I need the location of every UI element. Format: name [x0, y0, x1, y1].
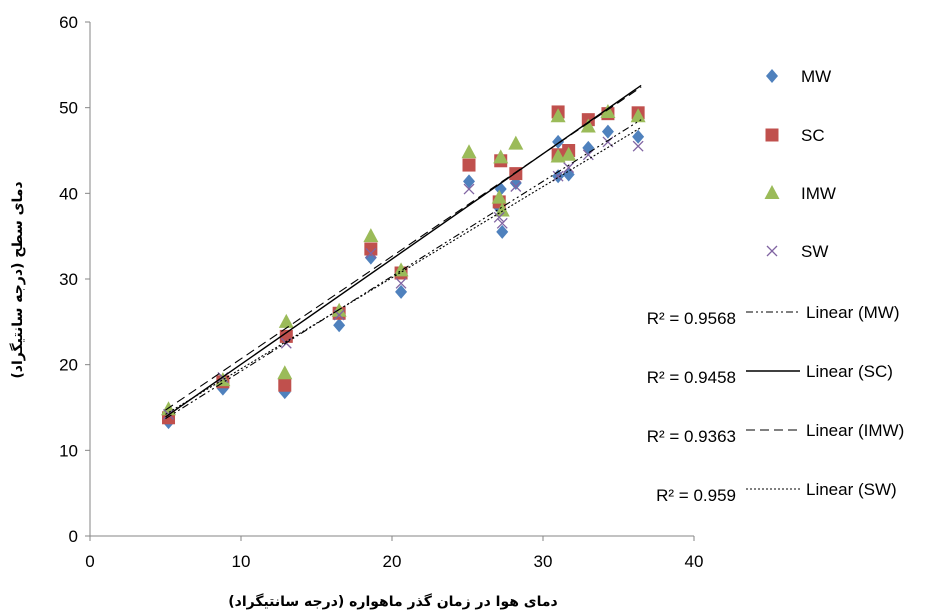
point-mw [601, 124, 614, 139]
r2-label-linear-mw: R² = 0.9568 [647, 309, 736, 328]
point-sw [493, 211, 505, 223]
y-tick-label: 20 [59, 356, 78, 375]
legend-label-imw: IMW [801, 184, 836, 203]
point-imw [561, 146, 577, 161]
point-imw [278, 313, 294, 328]
point-mw [582, 140, 595, 155]
x-tick-label: 20 [383, 552, 402, 571]
y-axis-title: دمای سطح (درجه سانتیگراد) [9, 181, 26, 378]
x-tick-label: 30 [534, 552, 553, 571]
x-tick-label: 0 [85, 552, 94, 571]
y-tick-label: 40 [59, 184, 78, 203]
point-sw [496, 217, 508, 229]
point-imw [508, 135, 524, 150]
point-sw [395, 277, 407, 289]
point-sw [463, 183, 475, 195]
legend-marker-mw [766, 69, 778, 83]
trendline-linear-imw [165, 86, 642, 411]
y-tick-label: 0 [69, 527, 78, 546]
point-imw [600, 103, 616, 118]
point-mw [632, 129, 645, 144]
y-tick-label: 30 [59, 270, 78, 289]
legend-marker-sw [766, 245, 778, 257]
point-imw [393, 262, 409, 277]
legend-label-linear-sc: Linear (SC) [806, 362, 893, 381]
legend-label-linear-sw: Linear (SW) [806, 480, 897, 499]
point-mw [562, 167, 575, 182]
point-sw [582, 149, 594, 161]
point-sw [552, 170, 564, 182]
point-sc [278, 378, 292, 392]
trendline-linear-sc [165, 84, 642, 418]
legend-label-linear-imw: Linear (IMW) [806, 421, 904, 440]
point-mw [333, 318, 346, 333]
y-tick-label: 60 [59, 13, 78, 32]
point-mw [364, 250, 377, 265]
y-tick-label: 10 [59, 441, 78, 460]
legend-marker-imw [764, 185, 780, 199]
point-imw [493, 149, 509, 164]
y-tick-label: 50 [59, 99, 78, 118]
x-axis-title: دمای هوا در زمان گذر ماهواره (درجه سانتی… [228, 593, 558, 610]
point-mw [395, 284, 408, 299]
data-points [161, 103, 646, 430]
point-mw [496, 224, 509, 239]
r2-label-linear-sw: R² = 0.959 [656, 486, 736, 505]
point-sw [510, 181, 522, 192]
legend-label-sw: SW [801, 242, 828, 261]
x-tick-label: 40 [685, 552, 704, 571]
trendline-linear-mw [165, 119, 642, 420]
legend-label-mw: MW [801, 67, 831, 86]
point-imw [363, 228, 379, 243]
r2-label-linear-imw: R² = 0.9363 [647, 427, 736, 446]
point-imw [461, 144, 477, 159]
point-sw [563, 162, 575, 174]
point-sc [364, 242, 378, 256]
trendline-linear-sw [165, 126, 642, 415]
point-imw [215, 372, 231, 387]
legend-marker-sc [765, 128, 779, 142]
point-mw [463, 174, 476, 189]
point-imw [630, 108, 646, 123]
point-imw [550, 148, 566, 163]
legend: MW SC IMW SW R² = 0.9568 Linear (MW) R² = 0.94… [647, 67, 905, 505]
axes: 0 10 20 30 40 50 60 0 10 20 30 40 [59, 13, 703, 571]
point-imw [491, 189, 507, 204]
point-imw [580, 118, 596, 133]
point-sw [632, 140, 644, 152]
legend-label-linear-mw: Linear (MW) [806, 303, 900, 322]
trendlines [165, 84, 642, 420]
point-imw [277, 365, 293, 380]
point-sw [365, 247, 377, 259]
point-sc [462, 158, 476, 172]
r2-label-linear-sc: R² = 0.9458 [647, 368, 736, 387]
point-imw [550, 108, 566, 123]
x-tick-label: 10 [232, 552, 251, 571]
legend-label-sc: SC [801, 126, 825, 145]
